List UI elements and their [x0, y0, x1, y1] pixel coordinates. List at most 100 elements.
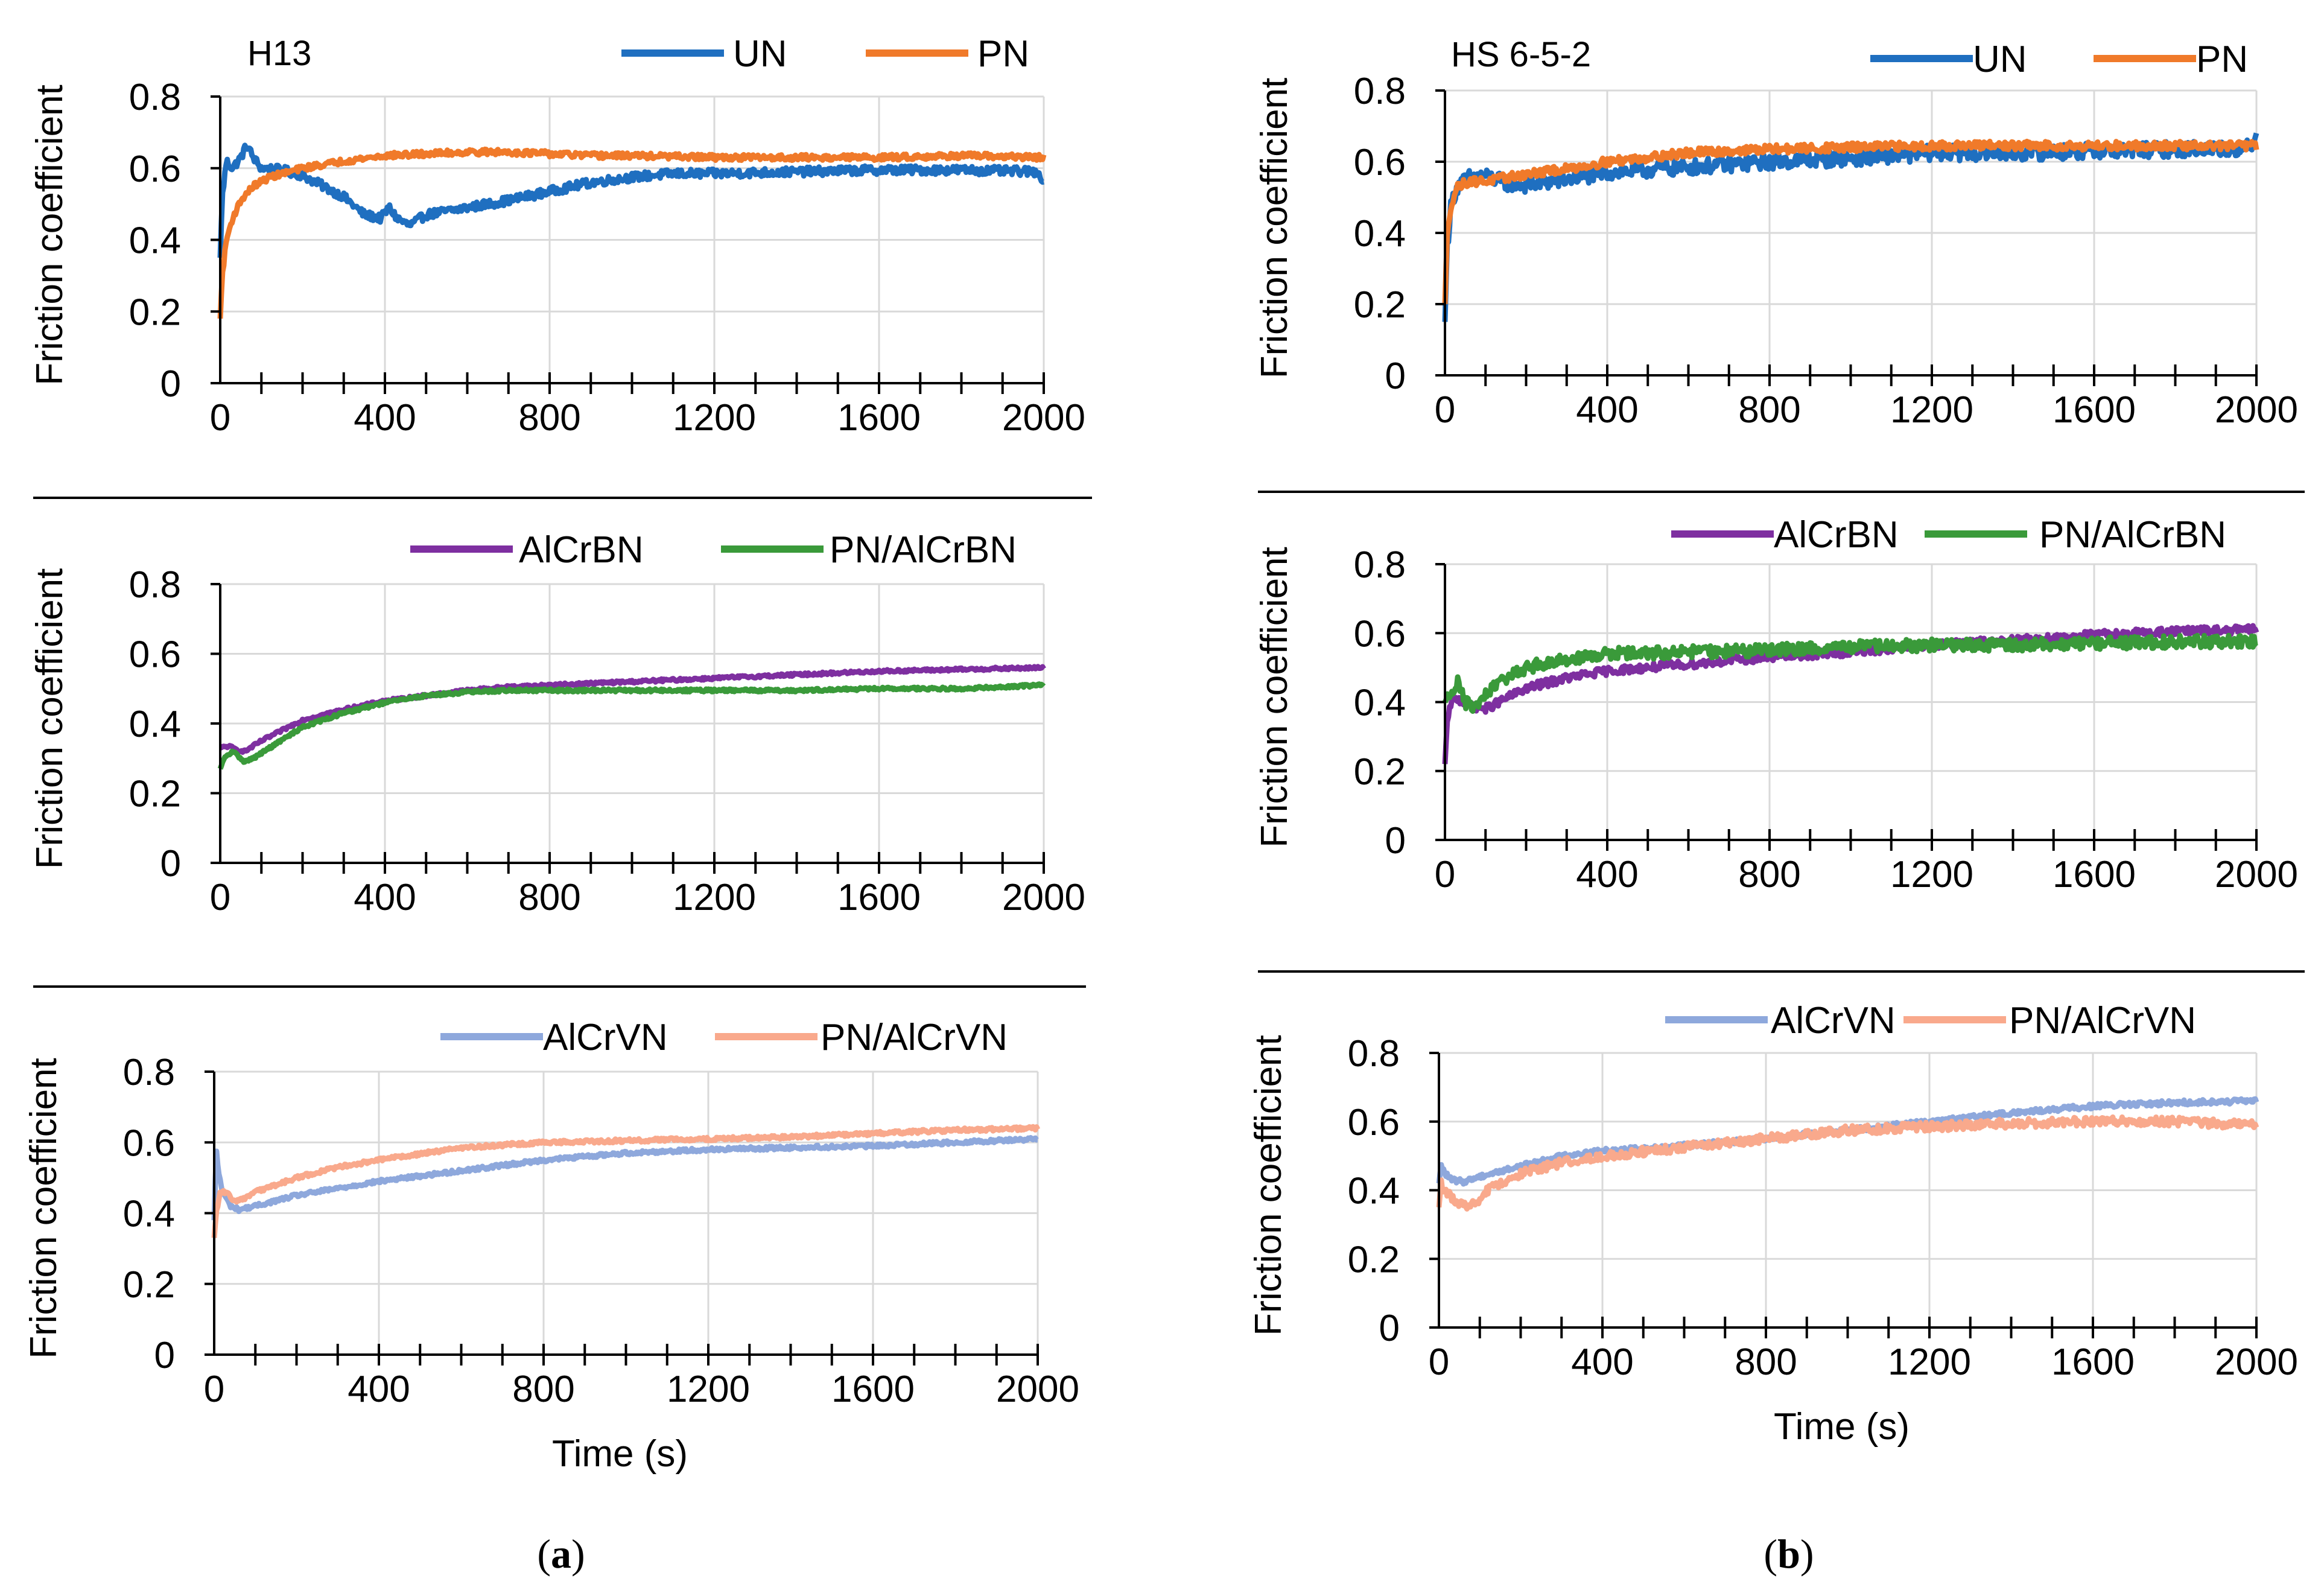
chart-h13-alcrvn: 0 400 800 1200 1600 2000 0 0.2 0.4 0.6 0.8 Friction…: [23, 1017, 1079, 1475]
legend-label-pn: PN: [2196, 39, 2248, 80]
x-tick-label: 1600: [837, 397, 921, 439]
x-tick-label: 1600: [837, 877, 921, 918]
x-tick-label: 1600: [2051, 1341, 2135, 1383]
y-tick-label: 0.8: [123, 1052, 175, 1093]
legend-label-alcrbn: AlCrBN: [519, 529, 644, 571]
x-tick-label: 0: [1435, 854, 1455, 895]
series-line-pn-alcrvn: [211, 1124, 1041, 1238]
series-line-alcrvn: [1436, 1096, 2259, 1187]
series-line-pn: [217, 146, 1047, 319]
x-tick-label: 2000: [2215, 1341, 2298, 1383]
legend-label-pn-alcrvn: PN/AlCrVN: [821, 1017, 1008, 1058]
legend-label-alcrvn: AlCrVN: [543, 1017, 668, 1058]
series-line-un: [217, 142, 1046, 258]
y-tick-label: 0: [1385, 820, 1406, 862]
x-tick-label: 2000: [996, 1369, 1079, 1410]
legend-label-pn-alcrbn: PN/AlCrBN: [830, 529, 1017, 571]
y-tick-label: 0.6: [1354, 142, 1406, 183]
chart-title: H13: [247, 34, 311, 73]
series-line-pn-alcrbn: [1443, 632, 2258, 714]
y-tick-label: 0.4: [123, 1194, 175, 1235]
chart-title: HS 6-5-2: [1451, 35, 1591, 74]
x-tick-label: 400: [348, 1369, 410, 1410]
legend-label-pn: PN: [977, 33, 1029, 75]
x-axis-label: Time (s): [1774, 1406, 1910, 1448]
x-tick-label: 1200: [1890, 854, 1973, 895]
legend-label-pn-alcrbn: PN/AlCrBN: [2039, 514, 2226, 556]
y-tick-label: 0.2: [1354, 284, 1406, 326]
y-axis-label: Friction coefficient: [29, 568, 71, 870]
x-tick-label: 1600: [831, 1369, 915, 1410]
x-tick-label: 800: [1735, 1341, 1797, 1383]
y-tick-label: 0.4: [129, 220, 181, 262]
y-axis-label: Friction coefficient: [1248, 1035, 1289, 1336]
legend-label-alcrbn: AlCrBN: [1774, 514, 1899, 556]
legend-label-un: UN: [733, 33, 787, 75]
y-tick-label: 0.6: [129, 634, 181, 676]
y-tick-label: 0.6: [1354, 613, 1406, 655]
x-tick-label: 400: [354, 877, 416, 918]
y-tick-label: 0.4: [1354, 213, 1406, 255]
x-tick-label: 800: [518, 397, 580, 439]
y-tick-label: 0.6: [129, 148, 181, 190]
y-tick-label: 0.4: [1354, 682, 1406, 724]
y-tick-label: 0.4: [1348, 1171, 1400, 1212]
x-tick-label: 0: [1435, 389, 1455, 431]
y-tick-label: 0.2: [1354, 751, 1406, 793]
y-tick-label: 0.4: [129, 704, 181, 745]
y-tick-label: 0.2: [129, 774, 181, 815]
legend-label-alcrvn: AlCrVN: [1771, 1000, 1896, 1041]
x-tick-label: 0: [210, 397, 230, 439]
chart-hs652-alcrvn: 0 400 800 1200 1600 2000 0 0.2 0.4 0.6 0.8 Friction…: [1248, 1000, 2298, 1448]
x-tick-label: 400: [1576, 389, 1638, 431]
x-tick-label: 1200: [673, 397, 756, 439]
chart-hs652-un-pn: 0 400 800 1200 1600 2000 0 0.2 0.4 0.6 0.8 Friction…: [1254, 35, 2298, 431]
x-tick-label: 1600: [2053, 854, 2136, 895]
y-axis-label: Friction coefficient: [1254, 547, 1295, 848]
y-tick-label: 0.8: [1348, 1033, 1400, 1075]
series-line-alcrvn: [211, 1135, 1040, 1221]
x-tick-label: 400: [1571, 1341, 1633, 1383]
x-tick-label: 2000: [1002, 877, 1085, 918]
x-tick-label: 800: [1738, 389, 1800, 431]
x-tick-label: 400: [354, 397, 416, 439]
x-tick-label: 0: [1429, 1341, 1449, 1383]
y-axis-label: Friction coefficient: [1254, 78, 1295, 379]
y-tick-label: 0.2: [129, 291, 181, 333]
x-tick-label: 1200: [1888, 1341, 1971, 1383]
x-tick-label: 1600: [2053, 389, 2136, 431]
y-tick-label: 0: [1385, 355, 1406, 397]
y-axis-label: Friction coefficient: [29, 84, 71, 386]
y-tick-label: 0.6: [1348, 1102, 1400, 1143]
x-tick-label: 1200: [1890, 389, 1973, 431]
x-tick-label: 800: [1738, 854, 1800, 895]
y-tick-label: 0: [160, 843, 181, 885]
x-tick-label: 400: [1576, 854, 1638, 895]
y-axis-label: Friction coefficient: [23, 1058, 65, 1359]
panel-label-b: (b): [1764, 1531, 1814, 1577]
series-line-alcrbn: [218, 664, 1046, 755]
x-tick-label: 2000: [2215, 389, 2298, 431]
y-tick-label: 0: [160, 363, 181, 405]
panel-label-a: (a): [537, 1531, 585, 1577]
series-line-pn-alcrbn: [217, 681, 1046, 770]
x-axis-label: Time (s): [552, 1433, 688, 1475]
legend-label-pn-alcrvn: PN/AlCrVN: [2009, 1000, 2196, 1041]
y-tick-label: 0.8: [1354, 71, 1406, 112]
y-tick-label: 0: [1379, 1308, 1400, 1349]
chart-hs652-alcrbn: 0 400 800 1200 1600 2000 0 0.2 0.4 0.6 0.8 Friction…: [1254, 514, 2298, 895]
y-tick-label: 0.2: [1348, 1239, 1400, 1280]
y-tick-label: 0: [154, 1335, 175, 1376]
legend-label-un: UN: [1973, 39, 2027, 80]
x-tick-label: 2000: [2215, 854, 2298, 895]
chart-h13-un-pn: 0 400 800 1200 1600 2000 0 0.2 0.4 0.6 0.8 Friction…: [29, 33, 1085, 439]
series-line-pn: [1442, 138, 2259, 305]
x-tick-label: 1200: [673, 877, 756, 918]
y-tick-label: 0.8: [129, 77, 181, 118]
y-tick-label: 0.8: [1354, 544, 1406, 586]
y-tick-label: 0.2: [123, 1264, 175, 1306]
x-tick-label: 1200: [667, 1369, 750, 1410]
x-tick-label: 0: [210, 877, 230, 918]
x-tick-label: 800: [512, 1369, 574, 1410]
